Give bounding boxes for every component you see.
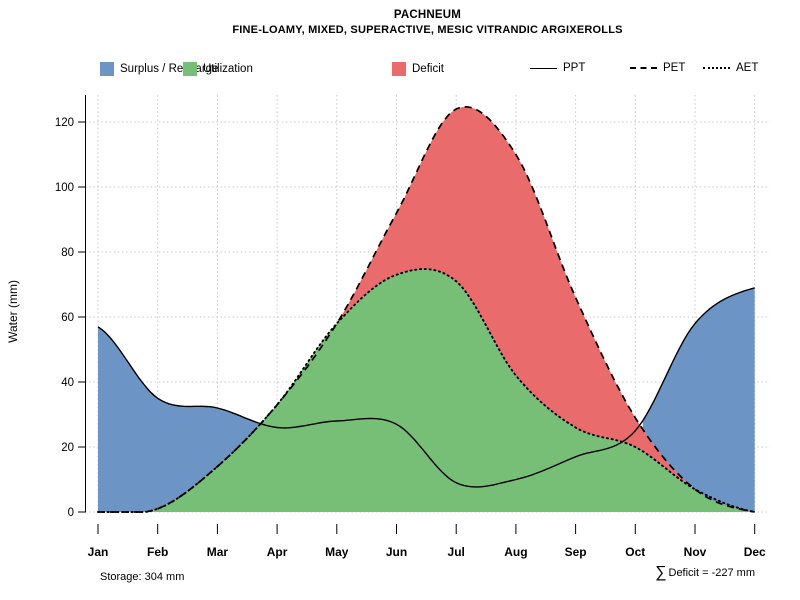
svg-text:Apr: Apr — [267, 545, 288, 559]
svg-text:Sep: Sep — [565, 545, 587, 559]
svg-text:20: 20 — [61, 442, 74, 454]
utilization-swatch-icon — [183, 62, 197, 76]
svg-text:Jun: Jun — [386, 545, 407, 559]
surplus-swatch-icon — [100, 62, 114, 76]
legend-label-utilization: Utilization — [203, 63, 253, 75]
legend-item-ppt: PPT — [530, 62, 585, 74]
svg-text:40: 40 — [61, 377, 74, 389]
svg-text:Dec: Dec — [744, 545, 766, 559]
dashed-line-icon — [630, 67, 657, 69]
svg-text:Jul: Jul — [448, 545, 465, 559]
page-subtitle: FINE-LOAMY, MIXED, SUPERACTIVE, MESIC VI… — [232, 24, 623, 36]
solid-line-icon — [530, 67, 557, 69]
svg-text:100: 100 — [55, 182, 74, 194]
legend-label-ppt: PPT — [563, 62, 586, 74]
svg-text:120: 120 — [55, 117, 74, 129]
deficit-annotation: ∑ Deficit = -227 mm — [655, 565, 755, 581]
svg-text:May: May — [325, 545, 349, 559]
svg-text:Aug: Aug — [504, 545, 527, 559]
deficit-total-text: Deficit = -227 mm — [668, 567, 756, 579]
legend-item-deficit: Deficit — [392, 62, 444, 76]
deficit-swatch-icon — [392, 62, 406, 76]
sigma-icon: ∑ — [655, 564, 667, 581]
svg-text:60: 60 — [61, 312, 74, 324]
legend-item-pet: PET — [630, 62, 685, 74]
svg-text:Jan: Jan — [88, 545, 109, 559]
legend-label-aet: AET — [736, 62, 759, 74]
svg-text:Nov: Nov — [684, 545, 707, 559]
svg-text:Mar: Mar — [207, 545, 229, 559]
storage-annotation: Storage: 304 mm — [100, 571, 185, 583]
legend-item-utilization: Utilization — [183, 62, 253, 76]
dotted-line-icon — [703, 67, 730, 69]
legend-item-aet: AET — [703, 62, 758, 74]
svg-text:Feb: Feb — [147, 545, 168, 559]
chart-title-block: PACHNEUM FINE-LOAMY, MIXED, SUPERACTIVE,… — [85, 9, 770, 36]
legend-label-deficit: Deficit — [412, 63, 444, 75]
chart-legend: Surplus / Recharge Utilization Deficit P… — [0, 62, 800, 80]
svg-text:80: 80 — [61, 247, 74, 259]
svg-text:Oct: Oct — [625, 545, 645, 559]
page-title: PACHNEUM — [393, 9, 462, 21]
legend-label-pet: PET — [663, 62, 686, 74]
svg-text:0: 0 — [68, 507, 74, 519]
